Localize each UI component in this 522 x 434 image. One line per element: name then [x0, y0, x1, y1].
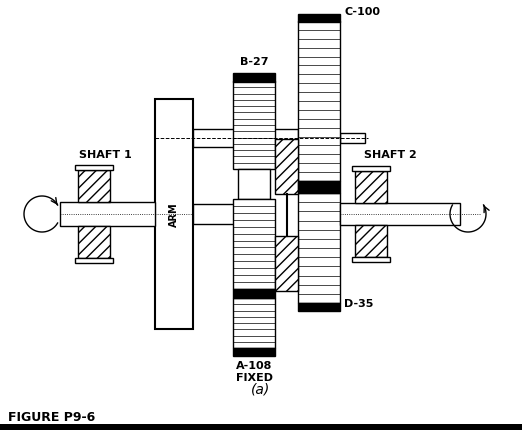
- Text: D-35: D-35: [344, 298, 373, 308]
- Bar: [298, 303, 340, 311]
- Bar: [233, 74, 275, 83]
- Bar: [298, 15, 340, 23]
- Bar: [233, 298, 275, 348]
- Bar: [340, 134, 365, 144]
- Bar: [78, 227, 110, 258]
- Bar: [0, 424, 522, 430]
- Bar: [60, 203, 155, 227]
- Bar: [340, 204, 460, 226]
- Text: SHAFT 2: SHAFT 2: [364, 150, 417, 160]
- Text: C-100: C-100: [344, 7, 380, 17]
- Bar: [298, 194, 340, 303]
- Bar: [233, 82, 275, 170]
- Text: ARM: ARM: [169, 202, 179, 227]
- Text: FIXED: FIXED: [235, 372, 272, 382]
- Text: SHAFT 1: SHAFT 1: [79, 150, 132, 160]
- Bar: [155, 100, 193, 329]
- Bar: [352, 257, 390, 263]
- Bar: [352, 167, 390, 171]
- Bar: [355, 171, 387, 204]
- Bar: [75, 258, 113, 263]
- Bar: [298, 181, 340, 194]
- Bar: [298, 22, 340, 181]
- Text: (a): (a): [252, 382, 270, 396]
- Bar: [233, 348, 275, 356]
- Bar: [75, 166, 113, 171]
- Bar: [238, 170, 270, 200]
- Bar: [355, 226, 387, 257]
- Bar: [233, 289, 275, 298]
- Text: B-27: B-27: [240, 57, 268, 67]
- Bar: [275, 140, 298, 194]
- Bar: [193, 130, 298, 148]
- Text: A-108: A-108: [236, 360, 272, 370]
- Bar: [78, 171, 110, 203]
- Text: FIGURE P9-6: FIGURE P9-6: [8, 411, 95, 424]
- Bar: [193, 204, 238, 224]
- Bar: [233, 200, 275, 289]
- Bar: [275, 237, 298, 291]
